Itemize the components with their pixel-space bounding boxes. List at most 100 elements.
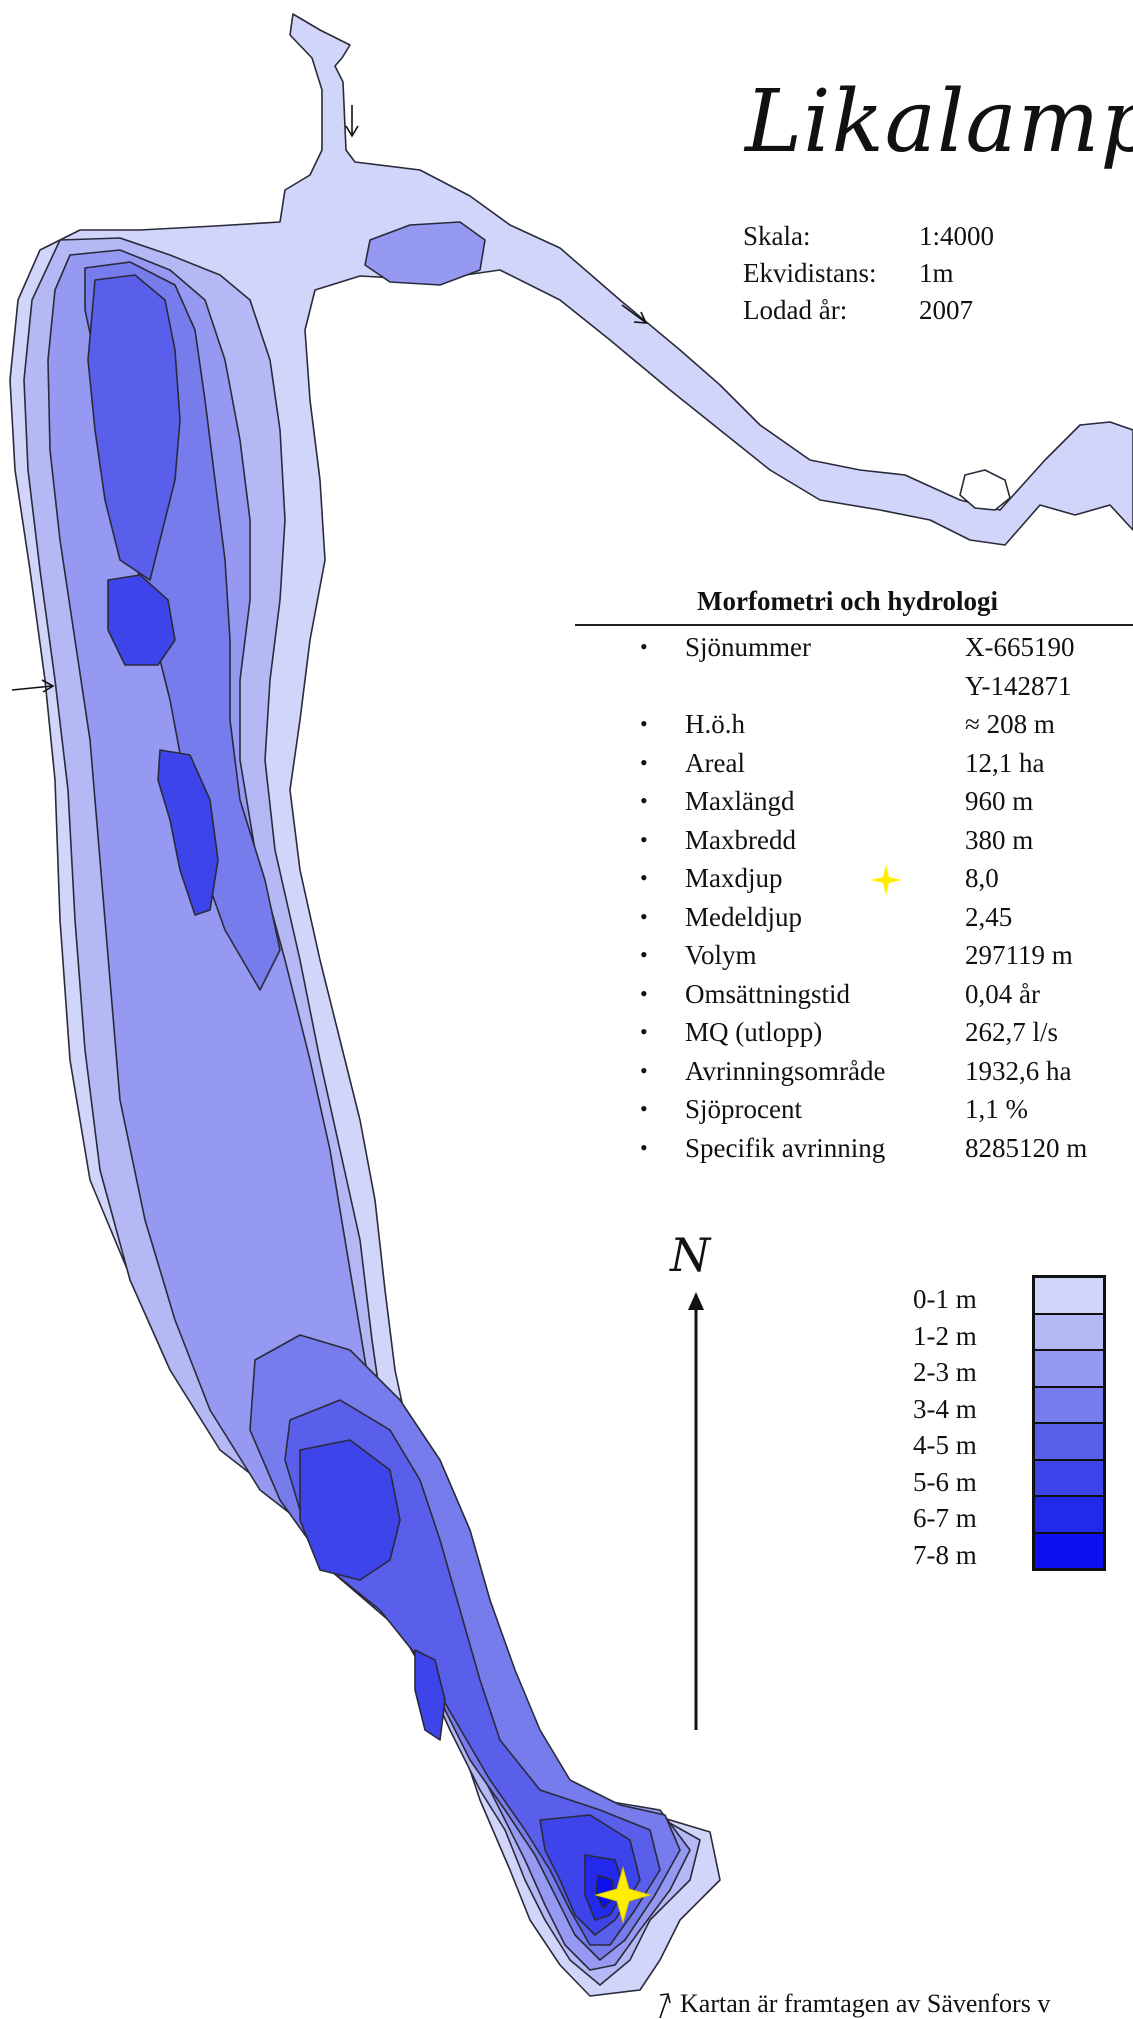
meta-value: 1:4000 [919, 221, 995, 251]
morphometry-label: MQ (utlopp) [685, 1017, 823, 1047]
legend-label: 7-8 m [913, 1539, 977, 1570]
bullet: • [640, 1057, 648, 1083]
meta-row-survey-year: Lodad år: 2007 [743, 292, 994, 329]
depth-zone-2-3-east [364, 221, 486, 286]
outlet-arrow-icon [659, 1993, 671, 2018]
bullet: • [640, 634, 648, 659]
morphometry-value: 0,04 år [965, 978, 1040, 1009]
depth-zone-4-5 [87, 274, 661, 1946]
morphometry-row: • Omsättningstid 0,04 år [640, 975, 1133, 1014]
lake-depth-zones [9, 13, 1133, 1997]
map-meta: Skala: 1:4000 Ekvidistans: 1m Lodad år: … [743, 218, 994, 329]
morphometry-row: • Sjönummer X-665190 [640, 628, 1133, 667]
morphometry-value: 262,7 l/s [965, 1017, 1059, 1047]
max-depth-star-icon [594, 1866, 652, 1924]
legend-swatch [1035, 1351, 1103, 1388]
morphometry-value: 297119 m [965, 940, 1073, 970]
morphometry-divider [575, 624, 1133, 626]
legend-labels: 0-1 m 1-2 m 2-3 m 3-4 m 4-5 m 5-6 m 6-7 m 7-8 m [913, 1281, 977, 1573]
morphometry-label: Avrinningsområde [685, 1055, 886, 1086]
legend-label: 0-1 m [913, 1284, 977, 1314]
legend-swatch [1035, 1314, 1103, 1351]
morphometry-row: • Specifik avrinning 8285120 m [640, 1129, 1133, 1168]
morphometry-row: Y-142871 [640, 667, 1133, 706]
meta-value: 1m [919, 258, 954, 288]
bullet: • [640, 788, 648, 813]
legend-label: 1-2 m [913, 1320, 977, 1351]
legend-swatch [1035, 1533, 1103, 1568]
max-depth-star-icon [870, 864, 902, 896]
meta-label: Skala: [743, 221, 811, 251]
legend-label: 5-6 m [913, 1466, 977, 1497]
morphometry-value: ≈ 208 m [965, 709, 1055, 739]
morphometry-row: • Maxbredd 380 m [640, 821, 1133, 860]
bullet: • [640, 980, 648, 1006]
north-arrow-icon [688, 1292, 704, 1730]
morphometry-label: Maxdjup [685, 863, 783, 893]
bullet: • [640, 711, 648, 736]
morphometry-value: 8,0 [965, 863, 999, 893]
legend-swatch [1035, 1278, 1103, 1315]
meta-value: 2007 [919, 295, 973, 325]
morphometry-row: • Sjöprocent 1,1 % [640, 1090, 1133, 1129]
morphometry-label: Sjöprocent [685, 1094, 802, 1124]
legend-swatch [1035, 1497, 1103, 1534]
bullet: • [640, 903, 648, 929]
morphometry-value: 1,1 % [965, 1094, 1028, 1124]
morphometry-label: H.ö.h [685, 709, 745, 739]
morphometry-value: 380 m [965, 824, 1034, 855]
morphometry-value: 960 m [965, 786, 1034, 816]
morphometry-row: • Areal 12,1 ha [640, 744, 1133, 783]
map-title: Likalampi [745, 72, 1133, 172]
morphometry-heading: Morfometri och hydrologi [697, 586, 998, 616]
morphometry-row: • Volym 297119 m [640, 936, 1133, 975]
legend-label: 2-3 m [913, 1357, 977, 1387]
morphometry-value: Y-142871 [965, 670, 1072, 701]
morphometry-row: • Avrinningsområde 1932,6 ha [640, 1052, 1133, 1091]
depth-zone-7-8 [595, 1874, 615, 1909]
depth-legend [1032, 1275, 1106, 1571]
legend-swatch [1035, 1424, 1103, 1461]
morphometry-label: Maxbredd [685, 824, 796, 855]
legend-label: 4-5 m [913, 1430, 977, 1460]
meta-row-scale: Skala: 1:4000 [743, 218, 994, 255]
morphometry-value: X-665190 [965, 632, 1075, 662]
footer-credit: Kartan är framtagen av Sävenfors v [680, 1989, 1051, 2018]
morphometry-label: Omsättningstid [685, 978, 851, 1009]
morphometry-label: Volym [685, 940, 757, 970]
depth-zone-5-6 [107, 574, 641, 1936]
depth-zone-0-1 [9, 13, 1133, 1997]
meta-label: Lodad år: [743, 295, 848, 325]
bullet: • [640, 1019, 648, 1044]
island [959, 469, 1011, 511]
bullet: • [640, 1096, 648, 1121]
bullet: • [640, 865, 648, 890]
morphometry-row: • Maxdjup 8,0 [640, 859, 1133, 898]
morphometry-label: Maxlängd [685, 786, 795, 816]
morphometry-value: 8285120 m [965, 1132, 1088, 1163]
morphometry-row: • Maxlängd 960 m [640, 782, 1133, 821]
legend-label: 3-4 m [913, 1393, 977, 1424]
morphometry-label [685, 667, 965, 706]
morphometry-label: Specifik avrinning [685, 1132, 886, 1163]
bullet: • [640, 826, 648, 852]
bullet: • [640, 942, 648, 967]
inlet-arrow-icon [345, 105, 359, 138]
morphometry-value: 2,45 [965, 901, 1013, 932]
meta-row-contour-interval: Ekvidistans: 1m [743, 255, 994, 292]
morphometry-label: Sjönummer [685, 632, 811, 662]
meta-label: Ekvidistans: [743, 258, 877, 288]
bullet: • [640, 749, 648, 775]
morphometry-list: • Sjönummer X-665190 Y-142871 • H.ö.h ≈ 208 m •… [640, 628, 1133, 1167]
legend-swatch [1035, 1387, 1103, 1424]
bullet [640, 667, 685, 706]
legend-swatch [1035, 1460, 1103, 1497]
morphometry-row: • MQ (utlopp) 262,7 l/s [640, 1013, 1133, 1052]
north-label: N [670, 1228, 711, 1282]
morphometry-label: Areal [685, 747, 745, 778]
inlet-arrow-icon [11, 679, 55, 693]
outlet-arrow-icon [621, 304, 648, 324]
legend-label: 6-7 m [913, 1503, 977, 1533]
morphometry-label: Medeldjup [685, 901, 802, 932]
